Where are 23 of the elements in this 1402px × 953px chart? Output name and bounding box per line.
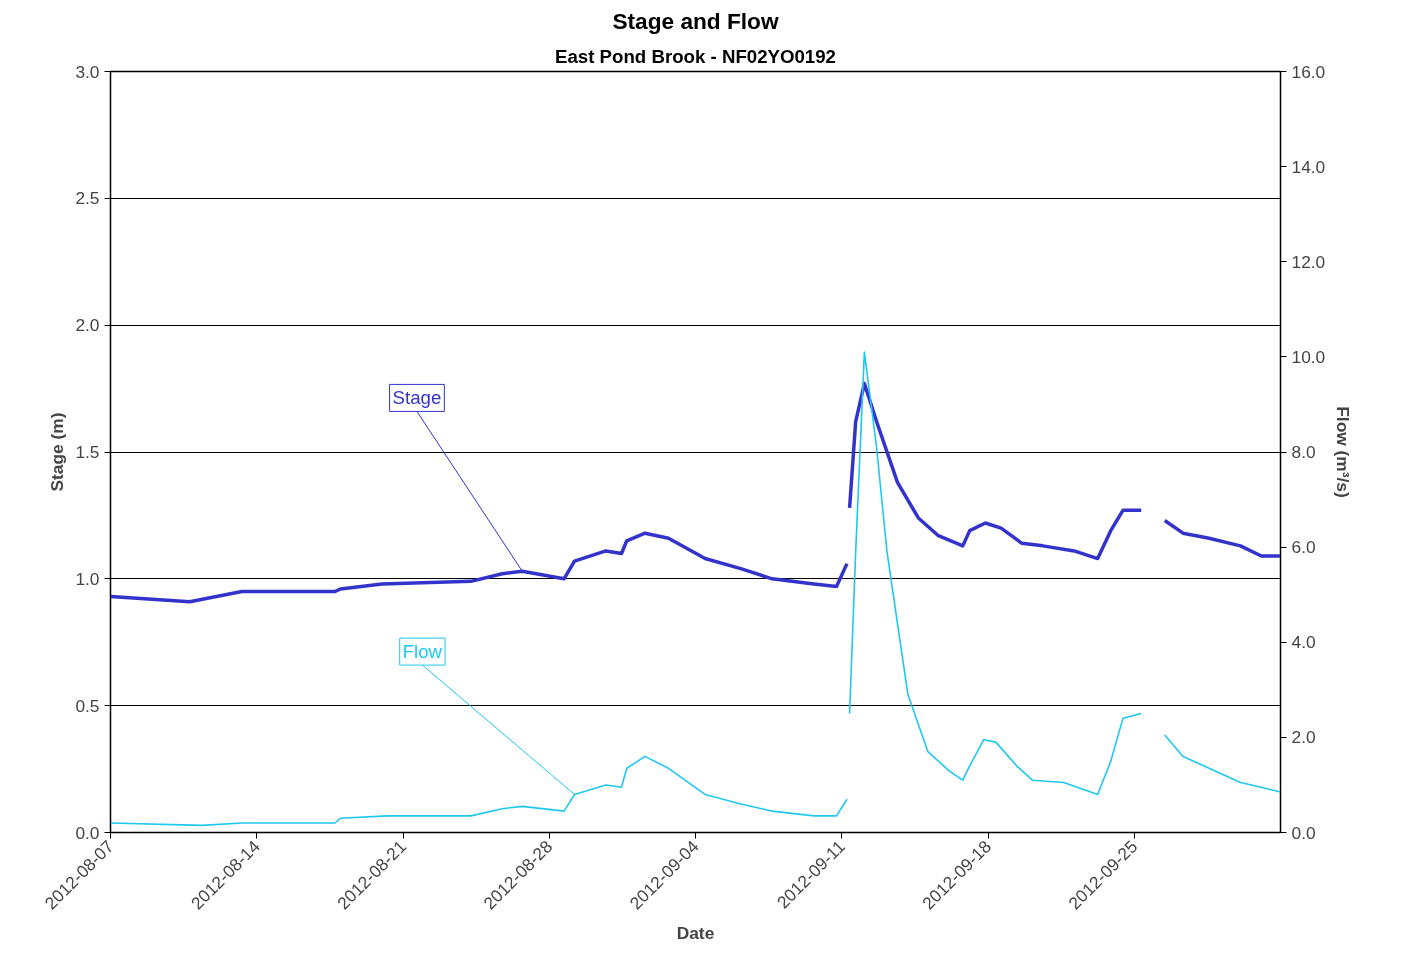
y2-tick-label: 6.0 — [1291, 537, 1316, 558]
y-tick-label: 0.5 — [75, 695, 100, 716]
y2-tick-label: 14.0 — [1291, 156, 1326, 177]
y2-tick-label: 0.0 — [1291, 822, 1316, 843]
text: Stage — [392, 387, 442, 409]
y2-tick-label: 12.0 — [1291, 251, 1326, 272]
y2-tick-label: 16.0 — [1291, 61, 1326, 82]
y-tick-label: 1.0 — [75, 568, 100, 589]
y-tick-label: 2.0 — [75, 315, 100, 336]
y2-tick-label: 2.0 — [1291, 727, 1316, 748]
y-axis-title: Stage (m) — [47, 412, 68, 492]
text: Flow — [402, 641, 443, 663]
y2-axis-title: Flow (m³/s) — [1333, 406, 1354, 498]
y2-tick-label: 4.0 — [1291, 632, 1316, 653]
y-tick-label: 3.0 — [75, 61, 100, 82]
chart-subtitle: East Pond Brook - NF02YO0192 — [555, 45, 836, 67]
y2-tick-label: 10.0 — [1291, 346, 1326, 367]
y2-tick-label: 8.0 — [1291, 442, 1316, 462]
chart-title: Stage and Flow — [612, 7, 779, 34]
x-axis-title: Date — [676, 922, 715, 943]
y-tick-label: 2.5 — [75, 188, 100, 209]
y-tick-label: 1.5 — [75, 442, 100, 462]
y-tick-label: 0.0 — [75, 822, 100, 843]
